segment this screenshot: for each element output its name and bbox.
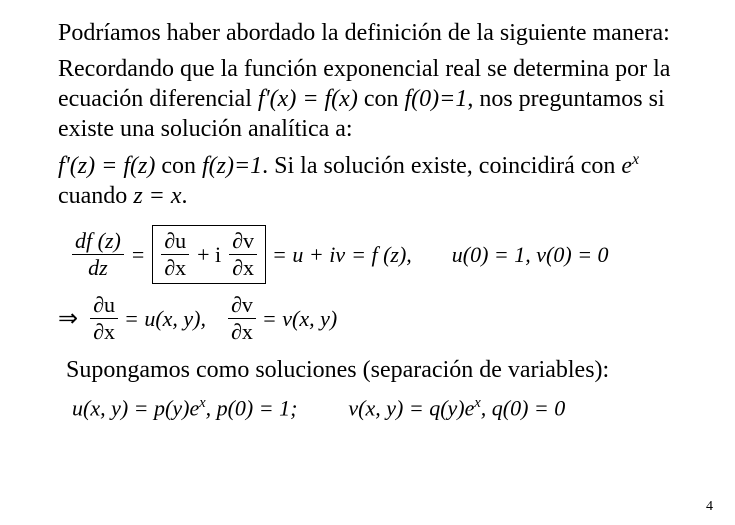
paragraph-intro: Podríamos haber abordado la definición d… (58, 18, 687, 48)
rhs-fz: = f (z), (351, 242, 412, 268)
text-suppose: Supongamos como soluciones (separación d… (66, 357, 609, 383)
cond-p0: , p(0) = 1; (206, 395, 298, 420)
den-dz: dz (85, 255, 111, 279)
den-dx-4: ∂x (228, 319, 256, 343)
plus-i: + i (195, 242, 223, 268)
cond-q0: , q(0) = 0 (481, 395, 566, 420)
text-p3g: z = x (133, 183, 181, 209)
eq-vxy: = v(x, y) (262, 306, 337, 332)
equals-1: = (130, 242, 146, 268)
eq-uxy: = u(x, y), (124, 306, 206, 332)
mid-uiv: = u + iv (272, 242, 345, 268)
paragraph-question: f'(z) = f(z) con f(z)=1. Si la solución … (58, 150, 687, 211)
num-dv-2: ∂v (228, 294, 256, 319)
text-p3c: f(z)=1 (202, 153, 262, 179)
frac-du-dx-2: ∂u ∂x (90, 294, 118, 343)
num-dfz: df (z) (72, 230, 124, 255)
text-p3d: . Si la solución existe, coincidirá con (262, 153, 621, 179)
equation-solutions: u(x, y) = p(y)ex, p(0) = 1; v(x, y) = q(… (72, 395, 687, 421)
sup-x: x (632, 151, 639, 168)
text-p3f: cuando (58, 183, 133, 209)
text-p2b: f'(x) = f(x) (258, 86, 358, 112)
text-p3b: con (155, 153, 202, 179)
initial-conditions: u(0) = 1, v(0) = 0 (452, 242, 609, 268)
equation-implication: ⇒ ∂u ∂x = u(x, y), ∂v ∂x = v(x, y) (58, 294, 687, 343)
frac-dfz-dz: df (z) dz (72, 230, 124, 279)
frac-dv-dx-2: ∂v ∂x (228, 294, 256, 343)
boxed-partials: ∂u ∂x + i ∂v ∂x (152, 225, 266, 284)
den-dx2: ∂x (229, 255, 257, 279)
frac-du-dx: ∂u ∂x (161, 230, 189, 279)
den-dx-3: ∂x (90, 319, 118, 343)
equation-derivative: df (z) dz = ∂u ∂x + i ∂v ∂x = u + iv = f… (72, 225, 687, 284)
text-p3h: . (182, 183, 188, 209)
implies-arrow: ⇒ (58, 304, 84, 333)
text-p2c: con (358, 86, 405, 112)
num-du: ∂u (161, 230, 189, 255)
frac-dv-dx: ∂v ∂x (229, 230, 257, 279)
page-number: 4 (706, 499, 713, 515)
den-dx1: ∂x (161, 255, 189, 279)
sol-v: v(x, y) = q(y)e (348, 395, 474, 420)
num-dv: ∂v (229, 230, 257, 255)
text-e: e (621, 153, 632, 179)
num-du-2: ∂u (90, 294, 118, 319)
text-p1a: Podríamos haber abordado la definición d… (58, 20, 670, 46)
paragraph-recall: Recordando que la función exponencial re… (58, 54, 687, 144)
paragraph-suppose: Supongamos como soluciones (separación d… (66, 355, 687, 385)
sol-u: u(x, y) = p(y)e (72, 395, 199, 420)
text-ex: ex (621, 153, 639, 179)
text-p2d: f(0)=1 (404, 86, 467, 112)
text-p3a: f'(z) = f(z) (58, 153, 155, 179)
